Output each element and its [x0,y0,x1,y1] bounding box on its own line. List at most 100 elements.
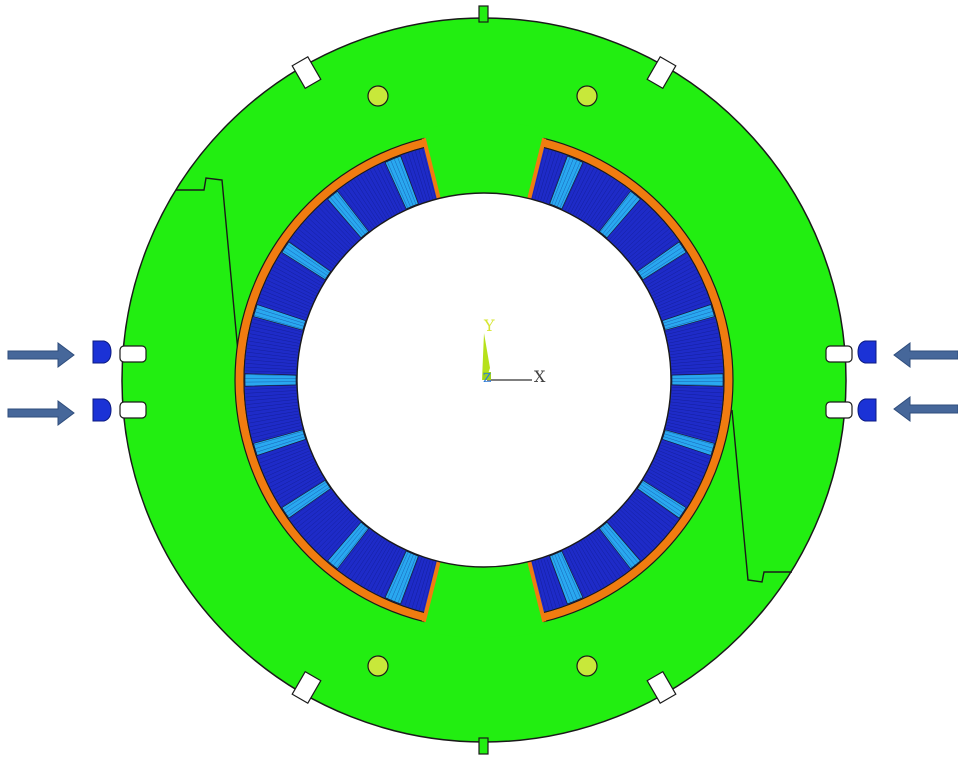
winding-line [257,439,306,457]
winding-line [670,355,722,361]
winding-line [408,558,425,607]
winding-line [360,175,388,220]
winding-line [606,199,641,239]
winding-line [669,340,720,350]
split-line-left [176,177,239,353]
spacer-right-7 [598,190,641,239]
winding-line [338,190,370,231]
pole-bottom [425,562,543,639]
winding-line [279,256,323,284]
winding-line [245,396,297,402]
yoke-notch-top-right [646,55,677,90]
winding-line [631,496,672,528]
winding-line [645,476,689,504]
winding-line [404,154,422,203]
winding-line [341,187,373,229]
winding-line [648,471,693,497]
winding-line [256,436,305,453]
winding-line [316,513,353,551]
winding-line [670,347,721,356]
winding-line [300,226,341,260]
winding-line [281,479,325,507]
winding-line [557,552,578,601]
winding-line [268,276,315,299]
winding-line [583,176,611,221]
winding-line [629,498,670,531]
winding-line [556,159,578,207]
winding-line [580,540,608,585]
winding-line [253,430,304,446]
spacer-left-3 [253,304,306,331]
winding-line [578,173,605,218]
winding-line [635,491,677,522]
winding-line [585,537,614,581]
winding-line [633,493,675,525]
winding-line [366,171,393,217]
winding-line [671,366,723,370]
winding-line [664,311,713,327]
winding-line [289,241,332,271]
winding-line [565,549,588,596]
end-cap-right-1 [527,137,547,200]
winding-line [380,164,403,211]
winding-line [573,545,598,591]
winding-line [652,272,698,296]
winding-line [245,390,297,394]
axis-label-z: Z [483,371,491,385]
spacer-left-2 [281,241,331,281]
winding-line [342,531,373,573]
winding-line [650,466,697,491]
winding-line [265,455,313,478]
winding-line [330,523,364,564]
winding-line [271,466,318,491]
winding-line [602,525,636,566]
winding-line [332,194,366,235]
winding-line [294,494,335,526]
winding-line [247,344,299,353]
winding-line [665,427,716,442]
winding-line [609,201,644,240]
winding-line [305,220,344,255]
winding-line [249,416,300,428]
winding-line [623,220,663,255]
winding-line [671,392,723,397]
winding-line [329,197,364,237]
winding-line [305,505,345,540]
winding-line [545,154,564,203]
winding-line [597,189,629,231]
winding-line [585,178,614,223]
winding-line [308,217,346,253]
winding-line [275,471,321,498]
winding-line [380,549,403,596]
winding-line [266,279,314,302]
winding-line [291,238,333,269]
winding-line [298,498,339,532]
winding-line [657,452,705,474]
winding-line [390,159,411,208]
winding-line [604,196,638,237]
winding-line [363,542,390,587]
winding-line [252,428,303,442]
winding-line [611,204,647,242]
winding-line [667,329,718,341]
winding-line [633,234,674,266]
yoke-notch-top-left [291,55,322,90]
winding-line [262,290,310,310]
winding-line [635,237,677,269]
winding-line [248,337,300,347]
winding-line [255,307,305,324]
winding-line [627,500,668,534]
yoke-tab-top [478,5,489,23]
winding-line [546,557,564,606]
winding-line [671,389,723,394]
winding-line [313,212,351,249]
winding-line [658,289,706,310]
winding-line [668,413,720,423]
side-slot-left-upper [119,345,147,363]
winding-line [671,362,723,367]
winding-line [303,503,343,537]
winding-line [540,559,557,608]
winding-line [386,161,409,209]
winding-line [301,500,341,535]
winding-line [248,340,299,350]
